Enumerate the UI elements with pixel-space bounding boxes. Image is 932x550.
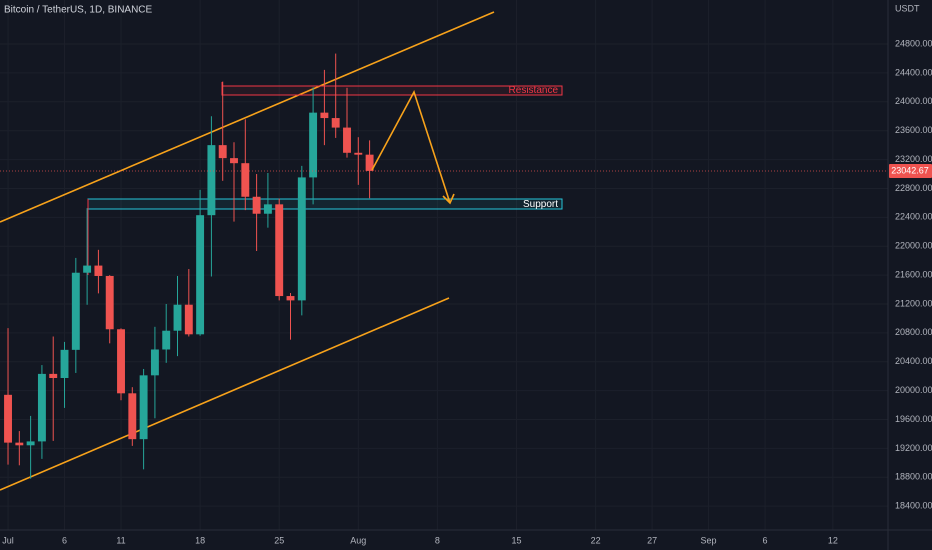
candle-body xyxy=(37,373,46,442)
y-tick-label: 20400.00 xyxy=(895,356,932,366)
candle-body xyxy=(117,329,125,394)
x-tick-label: 22 xyxy=(591,535,601,545)
candle-body xyxy=(331,118,340,128)
x-tick-label: 11 xyxy=(116,535,125,545)
x-tick-label: 25 xyxy=(274,535,284,545)
y-tick-label: 19600.00 xyxy=(895,414,932,424)
y-tick-label: 24800.00 xyxy=(895,38,932,48)
x-tick-label: 6 xyxy=(763,535,768,545)
candle-body xyxy=(71,272,80,350)
x-tick-label: 8 xyxy=(435,535,440,545)
y-tick-label: 24000.00 xyxy=(895,96,932,106)
candle-body xyxy=(343,127,351,153)
candle-body xyxy=(241,163,250,197)
y-tick-label: 19200.00 xyxy=(895,443,932,453)
candle-body xyxy=(60,349,69,379)
x-tick-label: 15 xyxy=(511,535,521,545)
y-tick-label: 23200.00 xyxy=(895,154,932,164)
candle-body xyxy=(297,177,306,301)
resistance-box xyxy=(221,85,563,96)
candle-body xyxy=(4,394,12,443)
candle-body xyxy=(365,154,374,171)
channel-upper xyxy=(0,11,495,223)
candle-body xyxy=(184,304,193,335)
candle-body xyxy=(162,330,171,350)
x-tick-label: Jul xyxy=(2,535,14,545)
y-tick-label: 21200.00 xyxy=(895,298,932,308)
y-tick-label: 22400.00 xyxy=(895,212,932,222)
candle-body xyxy=(230,158,238,164)
y-tick-label: 18400.00 xyxy=(895,501,932,511)
y-tick-label: 22000.00 xyxy=(895,241,932,251)
candle-body xyxy=(218,145,227,159)
candle-body xyxy=(128,393,137,440)
x-tick-label: 18 xyxy=(195,535,205,545)
last-price-badge xyxy=(889,163,932,178)
candle-body xyxy=(207,145,216,216)
candle-body xyxy=(15,442,24,446)
chart-title: Bitcoin / TetherUS, 1D, BINANCE xyxy=(4,5,153,16)
x-tick-label: Aug xyxy=(350,535,366,545)
candle-body xyxy=(263,204,272,214)
candle-body xyxy=(49,373,58,379)
y-tick-label: 22800.00 xyxy=(895,183,932,193)
candles xyxy=(4,53,374,479)
y-tick-label: 24400.00 xyxy=(895,67,932,77)
support-box xyxy=(87,198,563,210)
y-tick-label: 18800.00 xyxy=(895,472,932,482)
arrow-head xyxy=(442,193,455,205)
candle-body xyxy=(252,196,261,214)
x-tick-label: Sep xyxy=(701,535,717,545)
candle-body xyxy=(173,304,182,331)
candle-body xyxy=(196,215,205,335)
candle-body xyxy=(275,204,284,297)
candle-body xyxy=(286,296,295,301)
candle-body xyxy=(83,265,92,273)
y-tick-label: 20800.00 xyxy=(895,327,932,337)
x-tick-label: 6 xyxy=(62,535,67,545)
resistance-label: Resistance xyxy=(509,85,559,96)
last-price-label: 23042.67 xyxy=(891,165,929,175)
candle-body xyxy=(105,275,114,330)
candle-body xyxy=(150,349,159,376)
candle-body xyxy=(354,152,363,155)
x-tick-label: 12 xyxy=(828,535,838,545)
axes: 18400.00 18800.00 19200.00 19600.00 20000.00… xyxy=(0,38,932,545)
candle-body xyxy=(320,112,329,119)
y-axis-unit: USDT xyxy=(895,3,920,13)
projection-arrow xyxy=(371,89,451,204)
x-tick-label: 27 xyxy=(647,535,657,545)
y-tick-label: 20000.00 xyxy=(895,385,932,395)
candle-body xyxy=(26,441,35,446)
candle-body xyxy=(94,265,103,276)
y-tick-label: 21600.00 xyxy=(895,269,932,279)
candle-body xyxy=(309,112,318,178)
support-label: Support xyxy=(523,199,558,210)
y-tick-label: 23600.00 xyxy=(895,125,932,135)
channel-lower xyxy=(0,297,450,491)
candle-body xyxy=(139,375,148,440)
